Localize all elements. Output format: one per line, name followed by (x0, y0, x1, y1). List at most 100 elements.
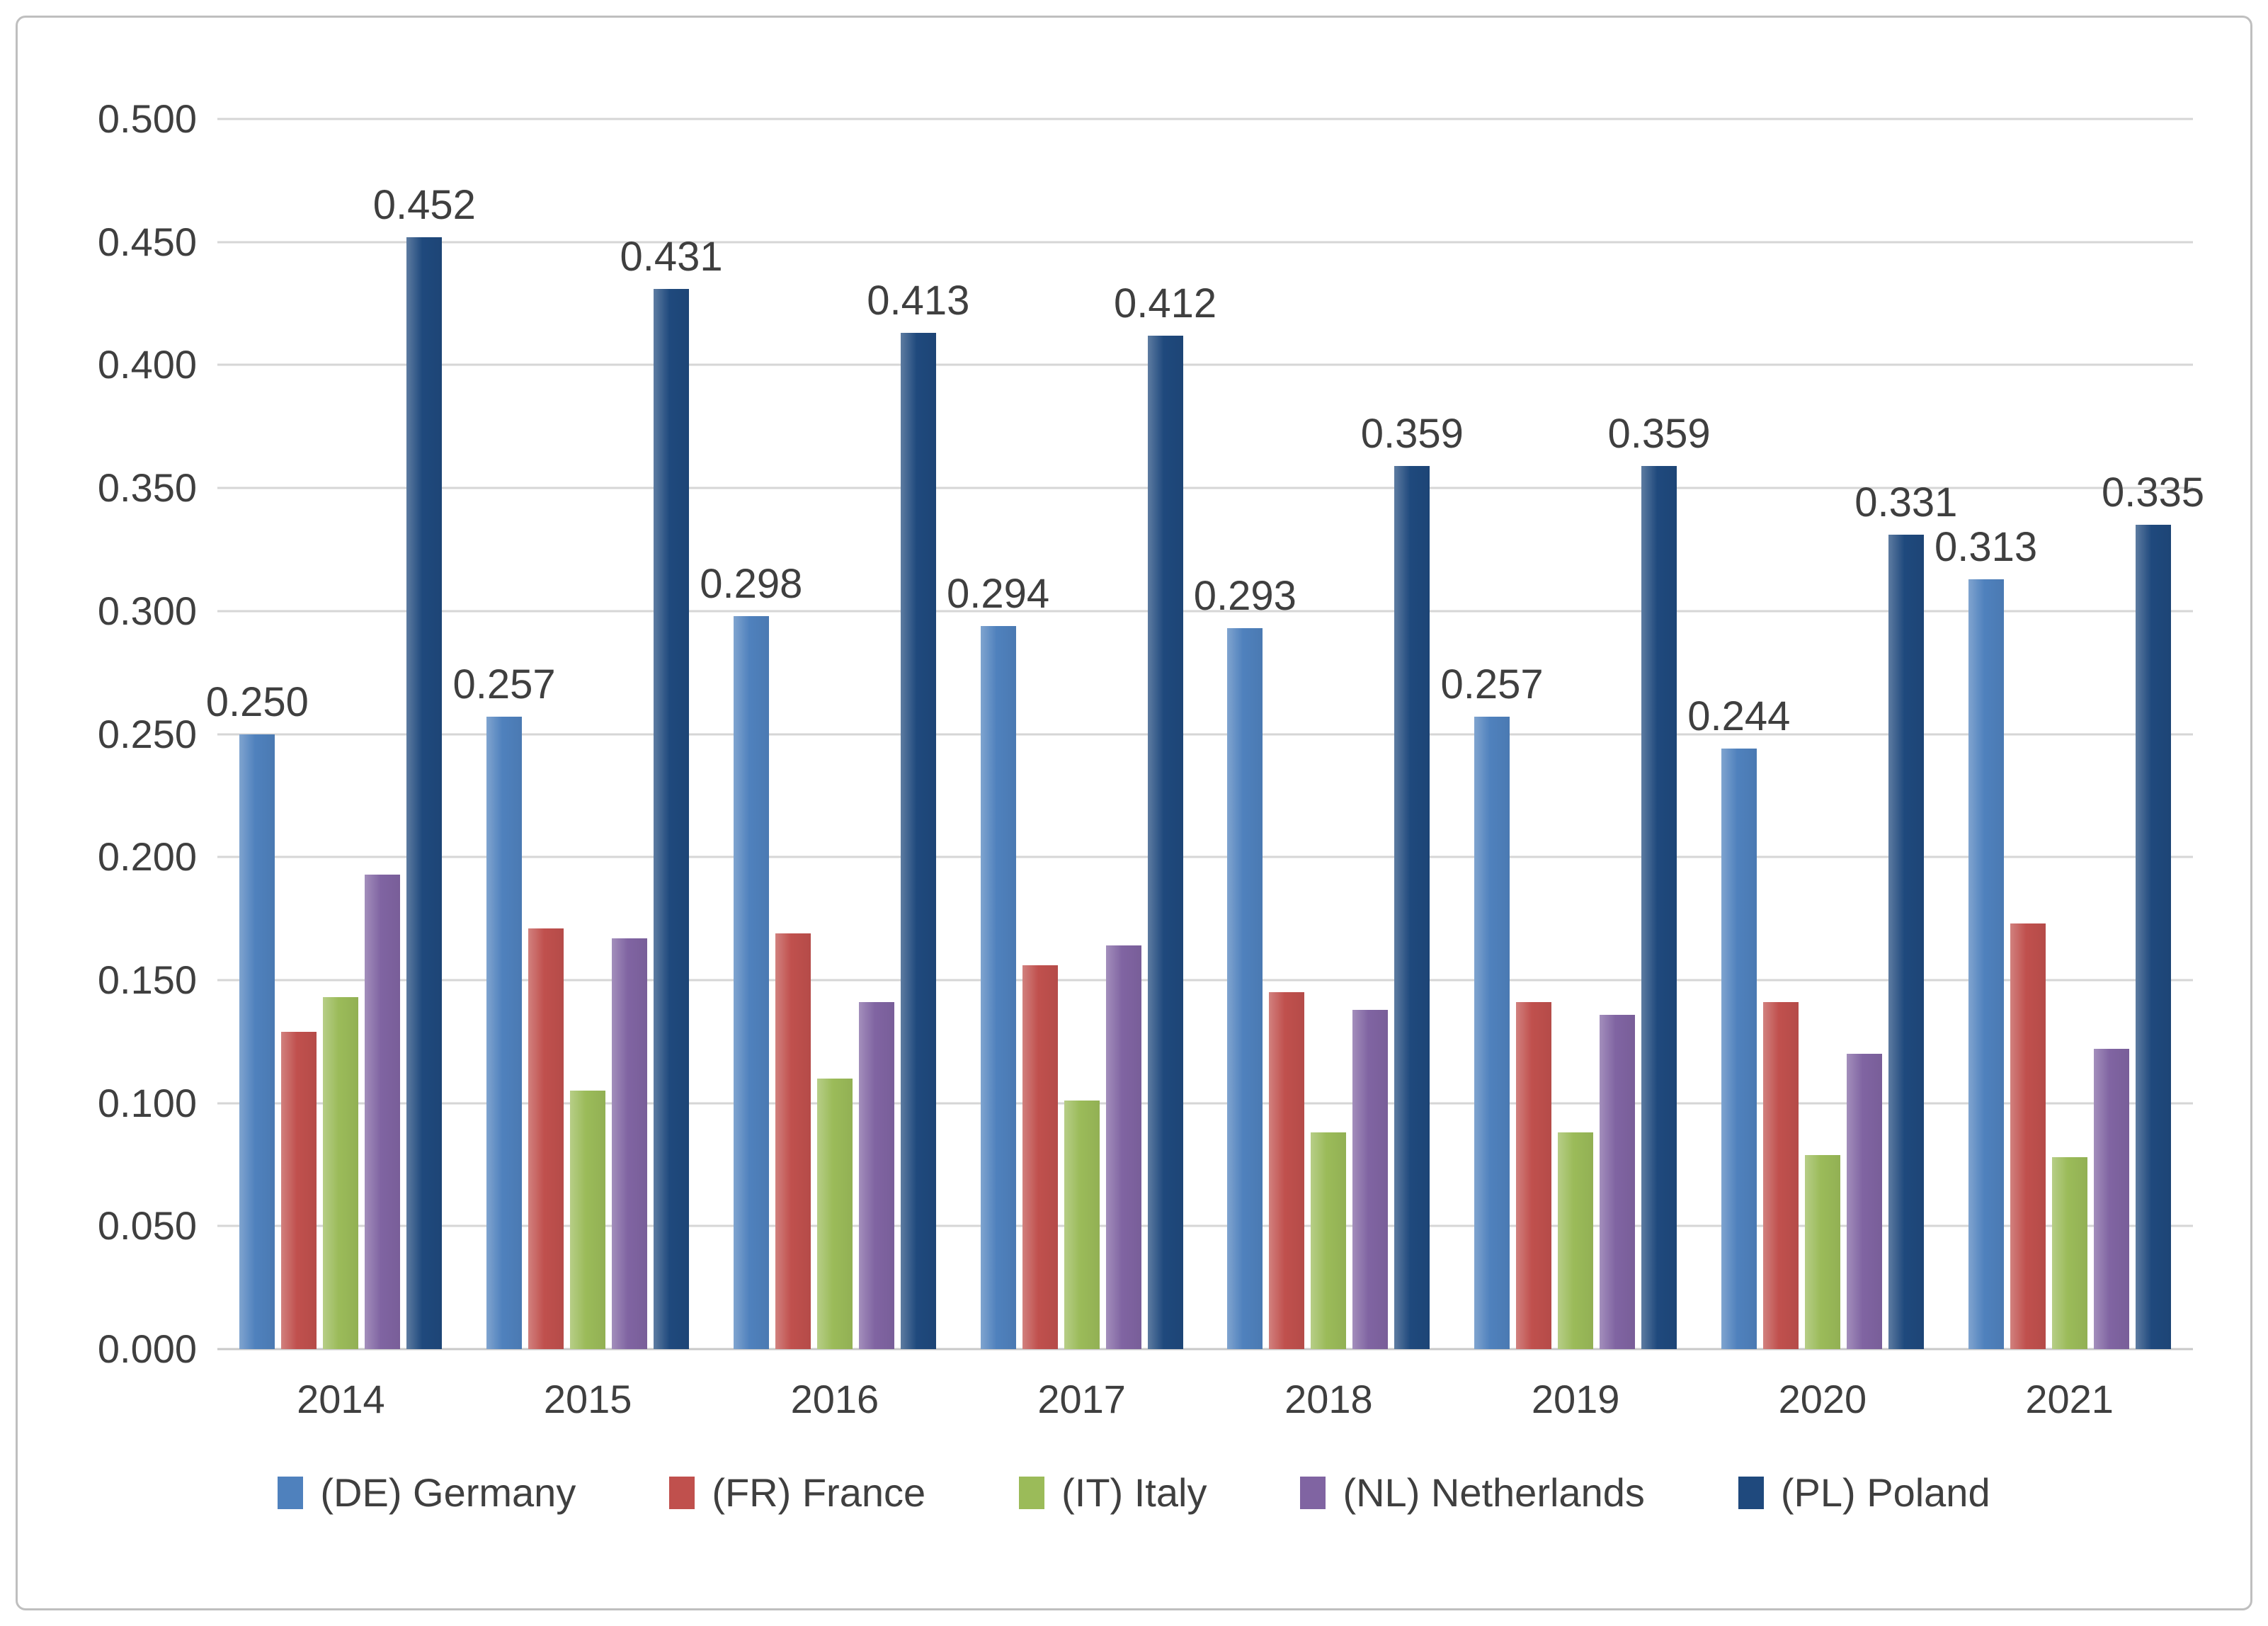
bar-group-2018: 0.293 0.359 (1194, 119, 1464, 1349)
data-label: 0.412 (1114, 280, 1217, 326)
bar-it-2020 (1804, 1154, 1840, 1349)
y-tick-label: 0.000 (97, 1326, 197, 1371)
data-label: 0.313 (1934, 523, 2038, 570)
y-tick-label: 0.450 (97, 219, 197, 264)
bar-group-2021: 0.313 0.335 (1934, 119, 2204, 1349)
bar-it-2019 (1558, 1132, 1594, 1349)
legend-label: (NL) Netherlands (1343, 1470, 1645, 1515)
data-label: 0.294 (947, 570, 1050, 617)
gridline (217, 363, 2193, 366)
bar-nl-2015 (612, 938, 648, 1349)
bar-de-2014: 0.250 (206, 681, 309, 1349)
data-label: 0.250 (205, 678, 309, 725)
legend: (DE) Germany (FR) France (IT) Italy (NL) Ne… (42, 1473, 2226, 1513)
bar-de-2019: 0.257 (1441, 664, 1544, 1349)
gridline (217, 1224, 2193, 1227)
bar-de-2020: 0.244 (1687, 696, 1790, 1349)
legend-item: (NL) Netherlands (1300, 1470, 1645, 1515)
x-tick-label: 2017 (1037, 1377, 1126, 1421)
y-tick-label: 0.050 (97, 1203, 197, 1249)
legend-label: (DE) Germany (320, 1470, 576, 1515)
bar-pl-2015: 0.431 (620, 236, 723, 1349)
legend-item: (IT) Italy (1019, 1473, 1207, 1513)
bar-nl-2016 (858, 1002, 894, 1349)
bar-fr-2019 (1516, 1002, 1552, 1349)
bar-pl-2014: 0.452 (373, 184, 476, 1349)
gridline (217, 241, 2193, 244)
data-label: 0.452 (372, 181, 476, 228)
data-label: 0.359 (1360, 410, 1464, 457)
bar-nl-2019 (1600, 1014, 1636, 1349)
bar-it-2021 (2051, 1157, 2087, 1349)
bar-de-2017: 0.294 (947, 573, 1049, 1349)
legend-item: (PL) Poland (1738, 1473, 1990, 1513)
legend-label: (IT) Italy (1061, 1470, 1207, 1515)
x-tick-label: 2018 (1284, 1377, 1373, 1421)
bar-group-2019: 0.257 0.359 (1441, 119, 1711, 1349)
bar-nl-2020 (1846, 1054, 1882, 1349)
legend-swatch-icon (1300, 1477, 1326, 1509)
data-label: 0.257 (452, 661, 556, 708)
data-label: 0.298 (700, 560, 803, 607)
gridline (217, 733, 2193, 735)
bar-it-2015 (570, 1091, 606, 1349)
legend-item: (FR) France (669, 1473, 925, 1513)
bar-it-2016 (816, 1078, 853, 1349)
bar-fr-2016 (775, 933, 811, 1349)
bar-nl-2018 (1352, 1009, 1389, 1349)
data-label: 0.257 (1440, 661, 1544, 708)
x-tick-label: 2021 (2025, 1377, 2114, 1421)
bar-fr-2021 (2010, 923, 2046, 1349)
data-label: 0.431 (620, 233, 723, 280)
bar-pl-2018: 0.359 (1361, 413, 1464, 1349)
x-tick-label: 2015 (543, 1377, 632, 1421)
gridline (217, 855, 2193, 858)
bar-pl-2017: 0.412 (1114, 283, 1216, 1349)
bar-group-2015: 0.257 0.431 (453, 119, 723, 1349)
gridline (217, 118, 2193, 120)
x-tick-label: 2014 (297, 1377, 385, 1421)
y-tick-label: 0.400 (97, 342, 197, 387)
gridline (217, 487, 2193, 489)
y-tick-label: 0.300 (97, 588, 197, 633)
plot-area: 0.250 0.452 0.257 0.431 0.298 0.413 0.294 0.412… (206, 118, 2204, 1351)
bar-fr-2014 (281, 1031, 317, 1349)
bar-pl-2020: 0.331 (1854, 482, 1957, 1349)
bar-group-2017: 0.294 0.412 (947, 119, 1216, 1349)
gridline (217, 979, 2193, 982)
x-tick-label: 2019 (1531, 1377, 1620, 1421)
data-label: 0.244 (1687, 693, 1791, 740)
bar-pl-2019: 0.359 (1608, 413, 1711, 1349)
bar-nl-2014 (365, 874, 401, 1349)
y-tick-label: 0.100 (97, 1080, 197, 1125)
gridline (217, 610, 2193, 613)
y-tick-label: 0.250 (97, 711, 197, 756)
legend-label: (PL) Poland (1780, 1470, 1990, 1515)
data-label: 0.413 (867, 278, 970, 324)
bar-group-2020: 0.244 0.331 (1687, 119, 1957, 1349)
bar-group-2016: 0.298 0.413 (700, 119, 969, 1349)
bar-it-2018 (1311, 1132, 1347, 1349)
legend-swatch-icon (278, 1477, 304, 1509)
y-tick-label: 0.500 (97, 96, 197, 141)
legend-item: (DE) Germany (278, 1473, 576, 1513)
y-axis: 0.500 0.450 0.400 0.350 0.300 0.250 0.200 0.150… (47, 99, 197, 1369)
bar-fr-2017 (1022, 965, 1058, 1349)
data-label: 0.293 (1193, 573, 1297, 620)
bar-pl-2016: 0.413 (867, 280, 969, 1349)
legend-swatch-icon (1019, 1477, 1045, 1509)
bar-it-2014 (323, 997, 359, 1349)
y-tick-label: 0.150 (97, 957, 197, 1002)
x-tick-label: 2020 (1778, 1377, 1867, 1421)
bar-de-2016: 0.298 (700, 563, 802, 1349)
legend-swatch-icon (669, 1477, 695, 1509)
bar-nl-2021 (2093, 1049, 2129, 1349)
bar-fr-2018 (1269, 992, 1305, 1349)
gridline (217, 1102, 2193, 1105)
y-tick-label: 0.350 (97, 465, 197, 511)
bar-it-2017 (1064, 1101, 1100, 1349)
bar-group-2014: 0.250 0.452 (206, 119, 476, 1349)
bar-fr-2015 (528, 928, 564, 1349)
data-label: 0.331 (1854, 479, 1958, 526)
y-tick-label: 0.200 (97, 834, 197, 880)
